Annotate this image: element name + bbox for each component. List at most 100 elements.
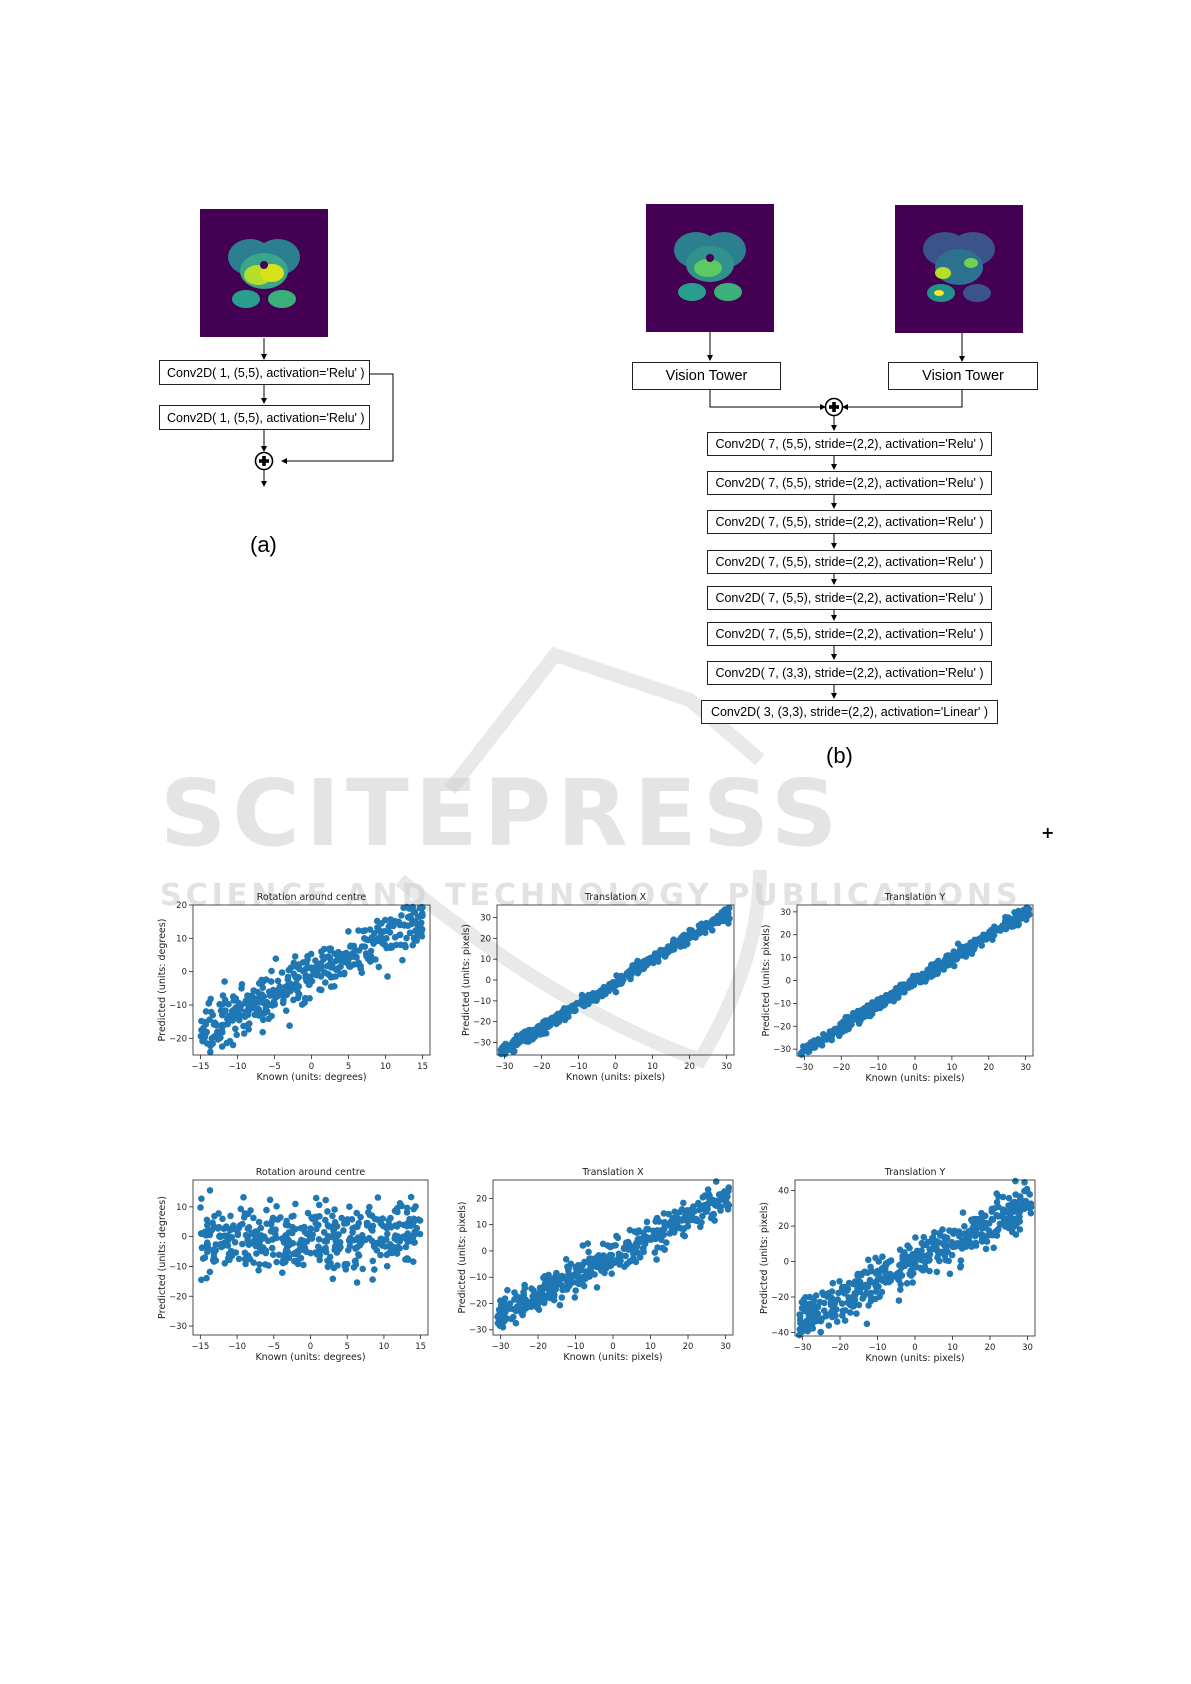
data-point	[707, 1214, 715, 1222]
data-point	[798, 1298, 806, 1306]
fig-b-connectors	[707, 332, 965, 699]
data-point	[554, 1010, 561, 1018]
data-point	[355, 959, 363, 967]
data-point	[901, 1249, 908, 1256]
data-point	[410, 919, 417, 926]
data-point	[572, 1287, 579, 1294]
data-point	[825, 1322, 833, 1329]
data-point	[255, 1267, 262, 1274]
data-point	[828, 1036, 835, 1044]
data-point	[698, 1219, 705, 1226]
data-point	[269, 1217, 276, 1224]
data-point	[332, 966, 340, 973]
x-tick-label: 15	[417, 1062, 428, 1072]
data-point	[291, 1257, 298, 1265]
data-point	[510, 1313, 517, 1321]
y-tick-label: −10	[469, 1273, 487, 1283]
data-point	[645, 1234, 652, 1242]
data-point	[606, 980, 613, 988]
y-tick-label: 0	[486, 976, 491, 986]
data-point	[625, 1246, 632, 1253]
data-point	[233, 1031, 240, 1039]
data-point	[234, 1230, 242, 1237]
data-point	[1019, 913, 1027, 921]
data-point	[911, 977, 919, 984]
data-point	[1027, 1209, 1035, 1217]
data-point	[202, 1008, 210, 1015]
data-point	[265, 1015, 273, 1023]
data-point	[861, 1012, 869, 1020]
data-point	[320, 956, 327, 963]
data-point	[316, 1256, 324, 1264]
y-tick-label: −20	[771, 1293, 789, 1303]
data-point	[808, 1324, 816, 1331]
data-point	[872, 1282, 879, 1290]
data-point	[338, 1214, 346, 1222]
data-point	[513, 1293, 520, 1300]
data-point	[878, 1266, 886, 1274]
data-point	[265, 1001, 273, 1009]
data-point	[290, 996, 297, 1004]
data-point	[256, 1261, 263, 1268]
data-point	[337, 1243, 344, 1251]
data-point	[892, 995, 899, 1002]
data-point	[1013, 917, 1020, 924]
y-tick-label: 20	[480, 934, 491, 944]
data-point	[371, 1215, 379, 1223]
data-point	[688, 931, 695, 939]
data-point	[600, 986, 608, 993]
data-point	[284, 973, 292, 981]
data-point	[885, 1278, 893, 1286]
x-axis-label: Known (units: pixels)	[566, 1072, 665, 1083]
data-point	[510, 1305, 518, 1313]
data-point	[920, 973, 927, 981]
data-point	[219, 1001, 226, 1008]
x-tick-label: 10	[946, 1063, 957, 1073]
y-tick-label: 0	[482, 1247, 487, 1257]
data-point	[1008, 923, 1016, 930]
data-point	[536, 1027, 543, 1035]
data-point	[505, 1046, 512, 1054]
x-axis-label: Known (units: pixels)	[563, 1352, 662, 1363]
chart-title: Rotation around centre	[257, 892, 367, 903]
data-point	[199, 1255, 207, 1262]
data-point	[367, 958, 374, 965]
data-point	[398, 912, 405, 919]
y-axis-label: Predicted (units: pixels)	[457, 1201, 468, 1313]
x-tick-label: −20	[529, 1342, 547, 1352]
data-point	[858, 1270, 865, 1278]
data-point	[812, 1314, 820, 1322]
data-point	[387, 1243, 395, 1251]
data-point	[990, 1244, 997, 1252]
data-point	[603, 1254, 611, 1262]
data-point	[215, 1223, 223, 1231]
data-point	[498, 1050, 505, 1058]
data-point	[847, 1309, 854, 1316]
data-point	[708, 920, 716, 927]
conv-box-b5: Conv2D( 7, (5,5), stride=(2,2), activati…	[707, 586, 992, 610]
data-point	[903, 1280, 911, 1287]
data-point	[1021, 1187, 1028, 1195]
data-point	[957, 1257, 965, 1264]
data-point	[253, 1008, 261, 1016]
data-point	[863, 1320, 871, 1328]
data-point	[805, 1311, 813, 1319]
x-tick-label: −15	[191, 1342, 209, 1352]
data-point	[374, 925, 382, 932]
x-tick-label: 0	[309, 1062, 314, 1072]
data-point	[308, 977, 316, 985]
data-point	[936, 1257, 943, 1265]
data-point	[941, 1236, 949, 1243]
data-point	[834, 1296, 841, 1303]
data-point	[502, 1308, 509, 1316]
data-point	[299, 967, 307, 975]
data-point	[540, 1283, 548, 1290]
data-point	[986, 930, 994, 938]
data-point	[266, 1196, 274, 1204]
data-point	[558, 1294, 566, 1301]
data-point	[839, 1024, 847, 1031]
data-point	[504, 1286, 511, 1294]
data-point	[572, 1001, 579, 1009]
data-point	[495, 1306, 503, 1314]
scatter-chart-5: −30 −20 −10 0 10 20 30 −30 −20 −10 0 10 20 Translatio…	[457, 1167, 734, 1363]
